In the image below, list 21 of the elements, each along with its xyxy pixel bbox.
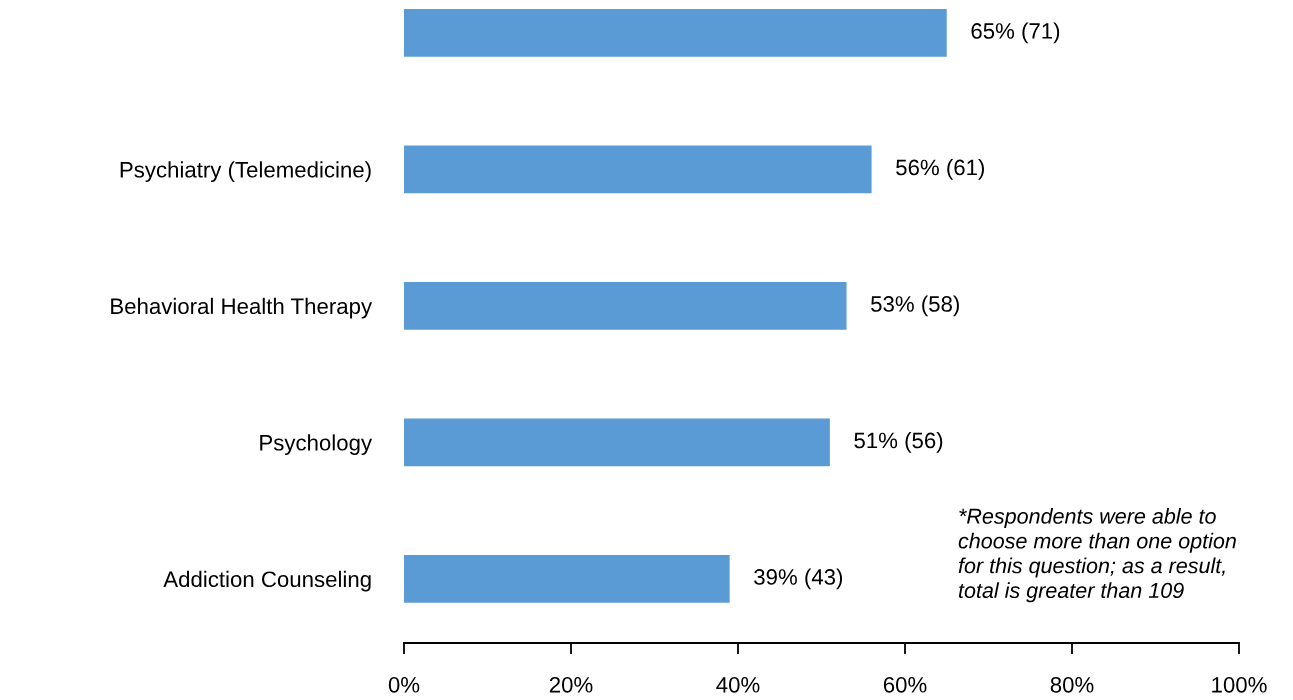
x-tick-label: 0% (388, 676, 420, 693)
bar (404, 554, 730, 603)
data-label: 65% (71) (971, 22, 1060, 44)
y-tick-label: Psychiatry (Telemedicine) (120, 161, 371, 183)
x-tick-label: 100% (1212, 676, 1267, 693)
data-label: 56% (61) (896, 158, 984, 180)
data-label: 39% (43) (754, 568, 843, 590)
data-label: 51% (56) (854, 431, 943, 453)
y-tick-label: Psychology (260, 434, 373, 456)
x-tick-label: 80% (1050, 676, 1094, 693)
y-tick-label: Addiction Counseling (163, 570, 371, 592)
bar (404, 418, 830, 467)
x-tick-label: 40% (716, 676, 760, 693)
data-label: 53% (58) (871, 295, 959, 317)
annotation: *Respondents were able to choose more than one option for this question; as a result, total is greater than 109 (958, 508, 1236, 603)
bar (404, 8, 947, 57)
bar (404, 281, 847, 330)
bar (404, 145, 872, 194)
x-tick-label: 60% (883, 676, 927, 693)
y-tick-label: Behavioral Health Therapy (111, 297, 373, 319)
x-tick-label: 20% (549, 676, 593, 693)
